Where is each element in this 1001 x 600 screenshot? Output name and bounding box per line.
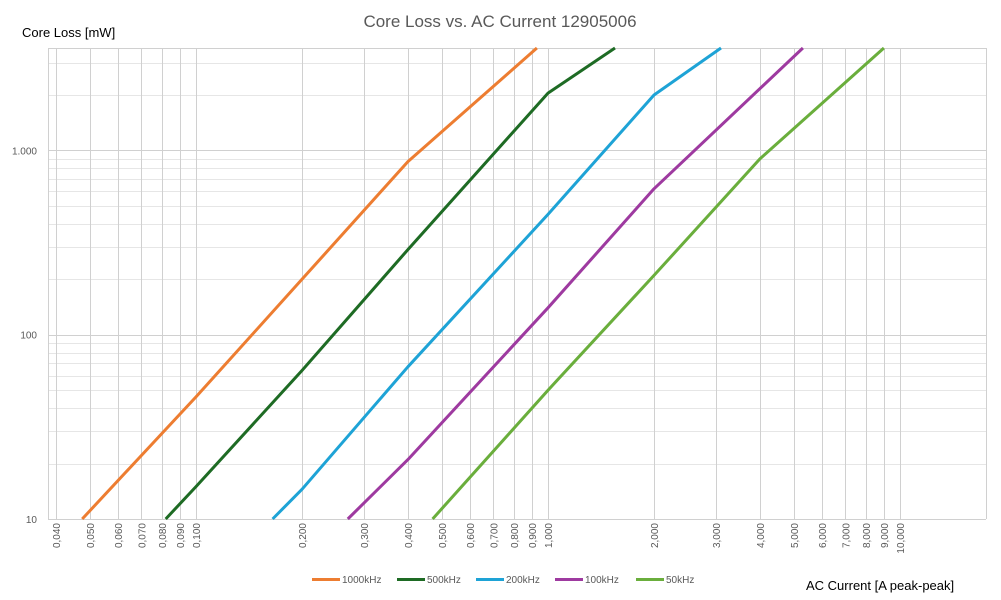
grid: [48, 48, 987, 520]
x-tick-label: 0,700: [489, 523, 500, 548]
series-line-100kHz: [346, 46, 804, 521]
y-axis-title: Core Loss [mW]: [22, 25, 115, 40]
y-tick-label: 10: [26, 515, 38, 526]
x-axis-title: AC Current [A peak-peak]: [806, 578, 954, 593]
x-tick-label: 0,090: [176, 523, 187, 548]
series-line-200kHz: [271, 46, 722, 521]
x-tick-label: 10,000: [896, 523, 907, 554]
series-line-1000kHz: [81, 46, 538, 521]
x-tick-label: 7,000: [841, 523, 852, 548]
x-tick-label: 4,000: [756, 523, 767, 548]
x-tick-label: 0,200: [298, 523, 309, 548]
legend-label-500kHz: 500kHz: [427, 575, 461, 586]
legend-label-100kHz: 100kHz: [585, 575, 619, 586]
x-tick-labels: 0,040 0,050 0,060 0,070 0,080 0,090 0,100 0,200…: [52, 523, 907, 554]
x-tick-label: 0,060: [114, 523, 125, 548]
x-tick-label: 2,000: [650, 523, 661, 548]
series-lines: [81, 46, 885, 521]
x-tick-label: 8,000: [862, 523, 873, 548]
series-line-50kHz: [431, 46, 885, 521]
x-tick-label: 0,600: [466, 523, 477, 548]
x-tick-label: 9,000: [880, 523, 891, 548]
x-tick-label: 5,000: [790, 523, 801, 548]
x-tick-label: 0,300: [360, 523, 371, 548]
y-tick-label: 100: [20, 331, 37, 342]
x-tick-label: 0,800: [510, 523, 521, 548]
legend-label-1000kHz: 1000kHz: [342, 575, 381, 586]
legend: 1000kHz 500kHz 200kHz 100kHz 50kHz: [312, 575, 694, 586]
x-tick-label: 0,070: [137, 523, 148, 548]
x-tick-label: 0,050: [86, 523, 97, 548]
y-tick-label: 1.000: [12, 146, 37, 157]
x-tick-label: 6,000: [818, 523, 829, 548]
series-line-500kHz: [164, 46, 616, 521]
x-tick-label: 0,400: [404, 523, 415, 548]
legend-label-200kHz: 200kHz: [506, 575, 540, 586]
x-tick-label: 0,500: [438, 523, 449, 548]
legend-label-50kHz: 50kHz: [666, 575, 694, 586]
y-tick-labels: 10 100 1.000: [12, 146, 37, 526]
chart-title: Core Loss vs. AC Current 12905006: [363, 12, 636, 31]
x-tick-label: 1,000: [544, 523, 555, 548]
x-tick-label: 0,040: [52, 523, 63, 548]
x-tick-label: 0,100: [192, 523, 203, 548]
x-tick-label: 0,080: [158, 523, 169, 548]
x-tick-label: 3,000: [712, 523, 723, 548]
x-tick-label: 0,900: [528, 523, 539, 548]
